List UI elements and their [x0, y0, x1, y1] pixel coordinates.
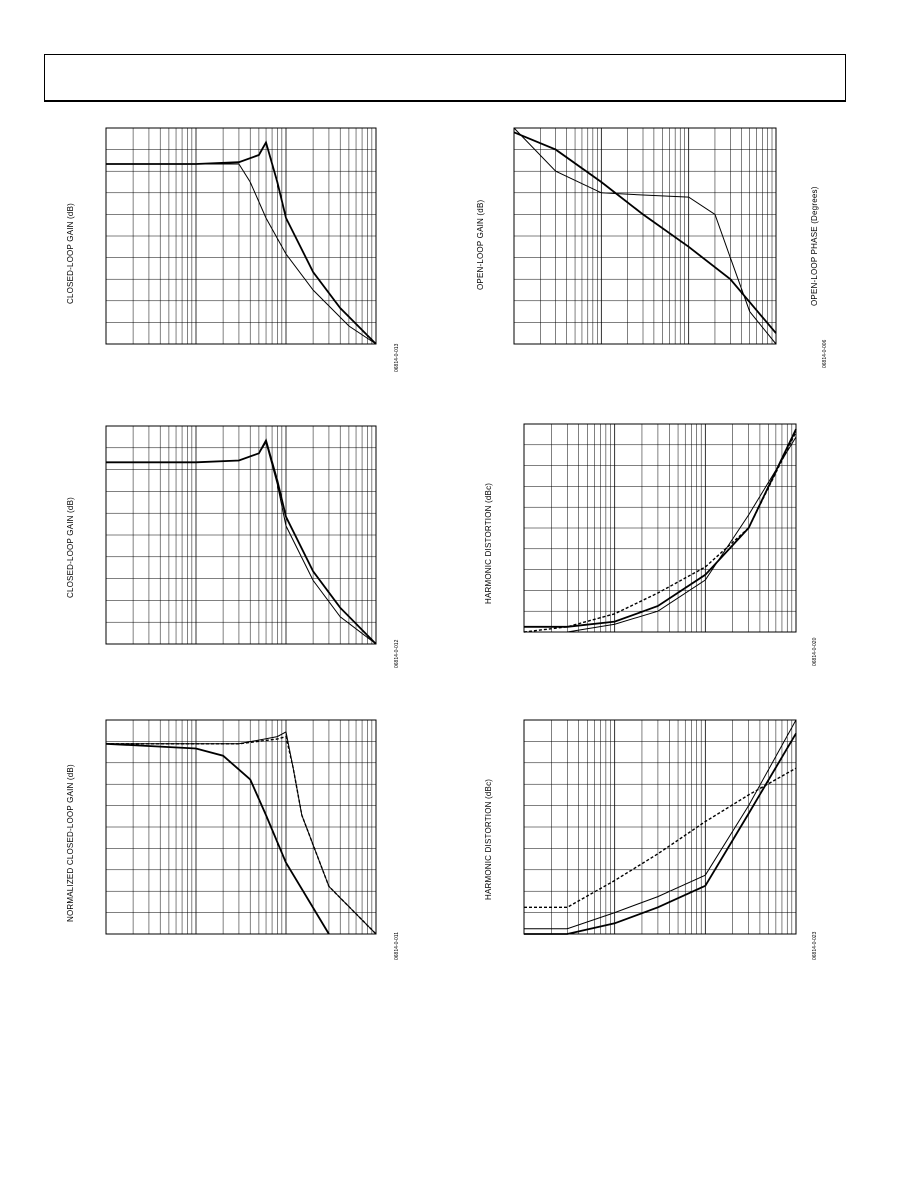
- chart-c4-svg: [523, 423, 797, 633]
- chart-c4-series-1: [524, 428, 797, 628]
- chart-c5-frame: [105, 719, 377, 935]
- chart-c6-frame: [523, 719, 797, 935]
- chart-c4-frame: [523, 423, 797, 633]
- chart-c3-figure-id: 06814-0-012: [394, 639, 400, 668]
- chart-c2-frame: [513, 127, 777, 345]
- chart-c3-series-2: [106, 441, 377, 645]
- harmonic-distortion-chart-1: [523, 423, 797, 633]
- chart-c6-series-3: [524, 767, 797, 909]
- chart-c5-ylabel: NORMALIZED CLOSED-LOOP GAIN (dB): [66, 764, 75, 922]
- chart-c2-y2label: OPEN-LOOP PHASE (Degrees): [810, 186, 819, 306]
- normalized-closed-loop-gain-chart: [105, 719, 377, 935]
- chart-c4-figure-id: 06814-0-020: [812, 637, 818, 666]
- chart-c3-svg: [105, 425, 377, 645]
- chart-c6-svg: [523, 719, 797, 935]
- chart-c1-ylabel: CLOSED-LOOP GAIN (dB): [66, 203, 75, 304]
- chart-c5-series-2: [106, 731, 377, 935]
- chart-c6-series-2: [524, 719, 797, 930]
- chart-c1-svg: [105, 127, 377, 345]
- chart-c1-frame: [105, 127, 377, 345]
- chart-c3-ylabel: CLOSED-LOOP GAIN (dB): [66, 497, 75, 598]
- chart-c3-frame: [105, 425, 377, 645]
- chart-c1-figure-id: 06814-0-013: [394, 343, 400, 372]
- chart-c1-series-2: [106, 163, 377, 345]
- chart-c2-ylabel: OPEN-LOOP GAIN (dB): [476, 199, 485, 290]
- open-loop-gain-phase-chart: [513, 127, 777, 345]
- chart-c4-ylabel: HARMONIC DISTORTION (dBc): [484, 482, 493, 604]
- chart-c2-figure-id: 06814-0-006: [822, 339, 828, 368]
- chart-c5-figure-id: 06814-0-011: [394, 932, 400, 960]
- chart-c4-series-3: [523, 431, 797, 633]
- chart-c1-series-1: [106, 140, 377, 345]
- chart-c2-svg: [513, 127, 777, 345]
- chart-c3-series-1: [106, 438, 377, 645]
- chart-c2-series-1: [513, 131, 777, 334]
- chart-c5-series-1: [105, 742, 330, 935]
- closed-loop-gain-chart-2: [105, 425, 377, 645]
- harmonic-distortion-chart-2: [523, 719, 797, 935]
- chart-c6-ylabel: HARMONIC DISTORTION (dBc): [484, 778, 493, 900]
- page-header: [44, 54, 846, 102]
- chart-c4-series-2: [524, 436, 797, 633]
- chart-c5-svg: [105, 719, 377, 935]
- chart-c2-series-2: [513, 127, 777, 345]
- chart-c5-series-3: [106, 735, 377, 935]
- closed-loop-gain-chart-1: [105, 127, 377, 345]
- chart-c6-figure-id: 06814-0-023: [812, 931, 818, 960]
- chart-c6-series-1: [524, 732, 797, 935]
